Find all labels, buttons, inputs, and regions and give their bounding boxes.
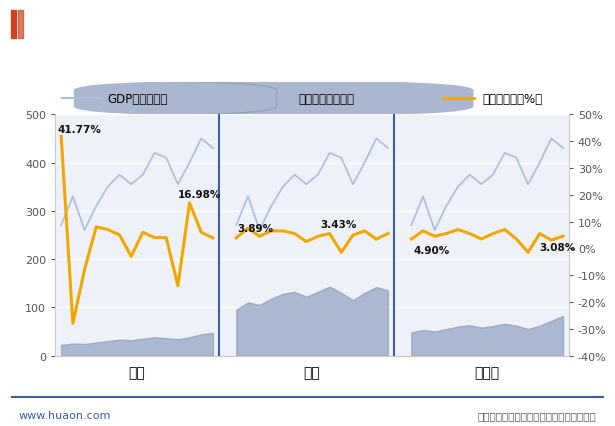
Text: 4.90%: 4.90% bbox=[414, 245, 450, 255]
Text: 16.98%: 16.98% bbox=[178, 190, 221, 200]
Text: 3.43%: 3.43% bbox=[320, 219, 357, 229]
Text: 2010-2023年巴拉圭农业、工业制造业增加值及增速: 2010-2023年巴拉圭农业、工业制造业增加值及增速 bbox=[173, 59, 442, 74]
FancyBboxPatch shape bbox=[74, 81, 474, 117]
Bar bbox=[18, 11, 23, 39]
Text: 增加值（亿美元）: 增加值（亿美元） bbox=[298, 92, 354, 106]
FancyBboxPatch shape bbox=[0, 81, 277, 117]
Text: 3.89%: 3.89% bbox=[237, 224, 274, 233]
Text: GDP（亿美元）: GDP（亿美元） bbox=[108, 92, 168, 106]
Text: 41.77%: 41.77% bbox=[58, 125, 101, 135]
Text: 增加值增速（%）: 增加值增速（%） bbox=[483, 92, 543, 106]
Bar bbox=[11, 11, 16, 39]
Text: 华经情报网: 华经情报网 bbox=[34, 18, 71, 32]
Text: 专业严谨 • 客观科学: 专业严谨 • 客观科学 bbox=[530, 18, 600, 32]
Text: www.huaon.com: www.huaon.com bbox=[18, 410, 111, 420]
Text: 数据来源：世界银行，华经产业研究院整理: 数据来源：世界银行，华经产业研究院整理 bbox=[478, 410, 597, 420]
Text: 3.08%: 3.08% bbox=[540, 242, 576, 252]
